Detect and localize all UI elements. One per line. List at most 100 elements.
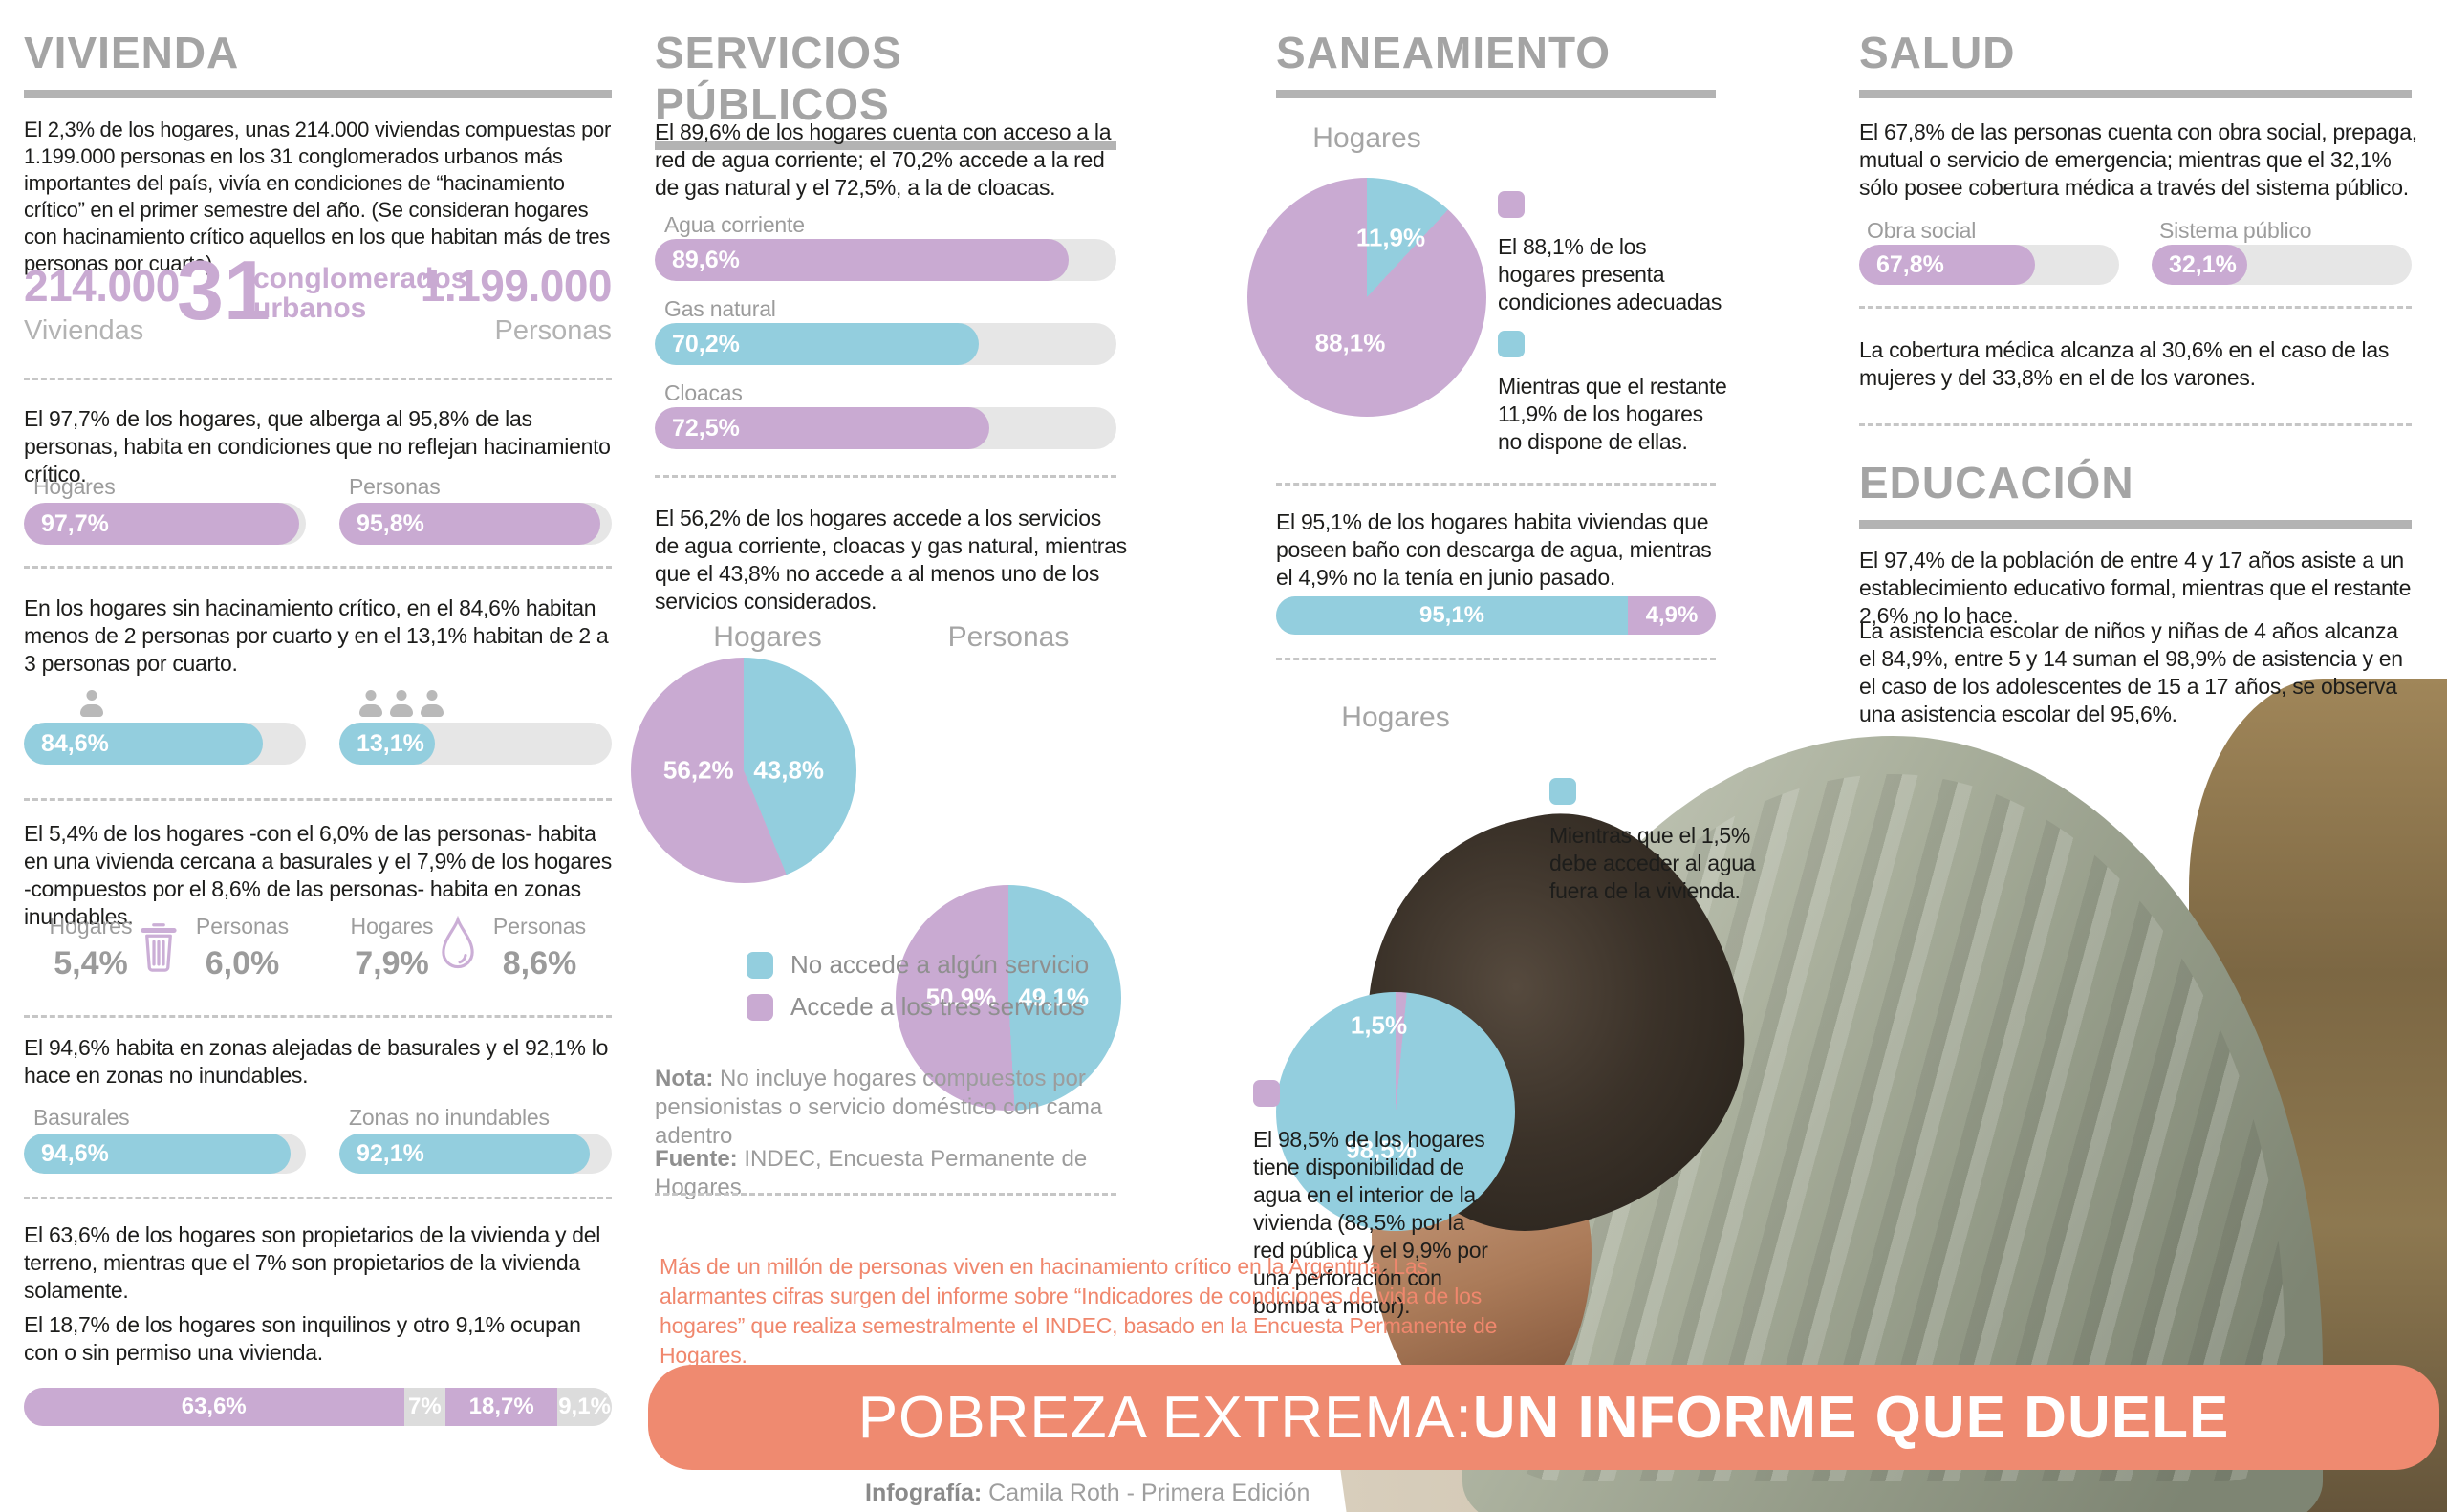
section-salud-educacion: SALUD El 67,8% de las personas cuenta co… (1859, 27, 2417, 753)
divider (1276, 483, 1716, 486)
divider (24, 1197, 612, 1199)
saneamiento-title: SANEAMIENTO (1276, 28, 1612, 77)
bar-fill: 72,5% (655, 407, 990, 449)
credit-line: Infografía: Camila Roth - Primera Edició… (865, 1480, 1310, 1506)
banner-bold-text: UN INFORME QUE DUELE (1472, 1384, 2230, 1451)
pie-title-hogares: Hogares (1312, 122, 1421, 154)
divider (24, 798, 612, 801)
bar-fill: 84,6% (24, 723, 263, 765)
servicios-title-rule (655, 141, 1116, 150)
salud-intro: El 67,8% de las personas cuenta con obra… (1859, 119, 2417, 200)
segment-vivienda-solamente: 7% (403, 1388, 446, 1426)
stat-basurales-hogares: Hogares 5,4% (49, 914, 133, 982)
legend-swatch-blue (747, 951, 773, 979)
educacion-p1: El 97,4% de la población de entre 4 y 17… (1859, 548, 2412, 628)
divider (24, 378, 612, 380)
stat-conglomerados-number: 31 (177, 243, 271, 337)
legend-swatch-blue (1498, 331, 1525, 357)
bar-fill: 13,1% (339, 723, 435, 765)
divider (1859, 306, 2412, 309)
trash-icon (141, 923, 177, 972)
stat-personas: 1.199.000 Personas (420, 260, 613, 347)
bar-fill: 94,6% (24, 1134, 292, 1174)
bar-basurales: 94,6% (24, 1134, 306, 1174)
highlight-paragraph: Más de un millón de personas viven en ha… (660, 1254, 1498, 1368)
salud-p2: La cobertura médica alcanza al 30,6% en … (1859, 337, 2390, 390)
bar-zonas-no-inundables: 92,1% (339, 1134, 612, 1174)
legend-swatch-blue (1549, 778, 1576, 805)
stat-viviendas: 214.000 Viviendas (24, 260, 180, 347)
bar-menos-2-personas: 84,6% (24, 723, 306, 765)
segment-ocupantes: 9,1% (557, 1388, 612, 1426)
saneamiento-title-rule (1276, 90, 1716, 98)
servicios-header: SERVICIOS PÚBLICOS (655, 27, 1116, 150)
stacked-bar-bano: 95,1% 4,9% (1276, 596, 1716, 635)
pie-servicios-hogares: 56,2% 43,8% (631, 658, 856, 883)
salud-title-rule (1859, 90, 2412, 98)
servicios-p2: El 56,2% de los hogares accede a los ser… (655, 506, 1127, 614)
vivienda-header: VIVIENDA (24, 27, 612, 98)
person-icon (420, 690, 444, 717)
vivienda-title-rule (24, 90, 612, 98)
vivienda-p5: El 94,6% habita en zonas alejadas de bas… (24, 1035, 609, 1088)
saneamiento-legend3: Mientras que el 1,5% debe acceder al agu… (1549, 823, 1756, 903)
bar-fill: 89,6% (655, 239, 1069, 281)
stat-personas-label: Personas (494, 315, 612, 346)
servicios-fuente: Fuente: INDEC, Encuesta Permanente de Ho… (655, 1146, 1088, 1200)
section-vivienda: VIVIENDA El 2,3% de los hogares, unas 21… (24, 27, 613, 1480)
divider (655, 1193, 1116, 1196)
bar-hogares-97: 97,7% (24, 503, 306, 545)
bar-fill: 95,8% (339, 503, 601, 545)
saneamiento-legend1: El 88,1% de los hogares presenta condici… (1498, 234, 1722, 314)
stat-personas-value: 1.199.000 (420, 261, 613, 311)
bar-fill: 32,1% (2152, 245, 2247, 285)
bar-fill: 67,8% (1859, 245, 2036, 285)
bar-label-hogares: Hogares (33, 474, 116, 499)
pie-title-personas: Personas (947, 621, 1070, 653)
saneamiento-legend2: Mientras que el restante 11,9% de los ho… (1498, 374, 1727, 454)
stacked-bar-tenencia: 63,6% 7% 18,7% 9,1% (24, 1388, 612, 1426)
saneamiento-p1: El 95,1% de los hogares habita viviendas… (1276, 509, 1712, 590)
educacion-title-rule (1859, 520, 2412, 529)
vivienda-title: VIVIENDA (24, 28, 240, 77)
bar-label-gas: Gas natural (664, 296, 776, 321)
divider (24, 566, 612, 569)
bar-fill: 92,1% (339, 1134, 591, 1174)
pie-saneamiento-hogares: 11,9% 88,1% (1247, 178, 1486, 417)
vivienda-intro: El 2,3% de los hogares, unas 214.000 viv… (24, 118, 611, 275)
divider (1276, 658, 1716, 660)
divider (655, 475, 1116, 478)
vivienda-p7: El 18,7% de los hogares son inquilinos y… (24, 1312, 581, 1365)
legend-swatch-purple (747, 993, 773, 1021)
stat-viviendas-value: 214.000 (24, 261, 180, 311)
stat-conglomerados-label: conglomerados urbanos (253, 263, 467, 324)
pie-title-hogares: Hogares (1341, 702, 1450, 733)
educacion-p2: La asistencia escolar de niños y niñas d… (1859, 618, 2403, 726)
person-icon (79, 690, 104, 717)
bar-cloacas: 72,5% (655, 407, 1116, 449)
bar-fill: 97,7% (24, 503, 300, 545)
educacion-header: EDUCACIÓN (1859, 457, 2412, 529)
stat-basurales-personas: Personas 6,0% (195, 914, 290, 982)
vivienda-p4: El 5,4% de los hogares -con el 6,0% de l… (24, 821, 612, 929)
bar-2-a-3-personas: 13,1% (339, 723, 612, 765)
pie-agua-hogares: 1,5% 98,5% (1276, 992, 1515, 1231)
stat-inundables-personas: Personas 8,6% (492, 914, 587, 982)
saneamiento-header: SANEAMIENTO (1276, 27, 1716, 98)
bar-fill: 70,2% (655, 323, 980, 365)
bar-gas-natural: 70,2% (655, 323, 1116, 365)
divider (1859, 423, 2412, 426)
pie-title-hogares: Hogares (713, 621, 822, 653)
legend-swatch-purple (1253, 1080, 1280, 1107)
bar-agua-corriente: 89,6% (655, 239, 1116, 281)
section-saneamiento: SANEAMIENTO Hogares 11,9% 88,1% El 88,1%… (1247, 27, 1773, 1413)
servicios-nota: Nota: No incluye hogares compuestos por … (655, 1066, 1103, 1149)
bar-personas-95: 95,8% (339, 503, 612, 545)
vivienda-p6: El 63,6% de los hogares son propietarios… (24, 1222, 601, 1303)
bar-label-agua: Agua corriente (664, 212, 805, 237)
water-drop-icon (442, 916, 474, 969)
vivienda-basurales-stats: Hogares 5,4% Personas 6,0% Hogares 7,9% (24, 914, 612, 982)
segment-inquilinos: 18,7% (445, 1388, 558, 1426)
person-icon (389, 690, 414, 717)
bar-obra-social: 67,8% (1859, 245, 2119, 285)
